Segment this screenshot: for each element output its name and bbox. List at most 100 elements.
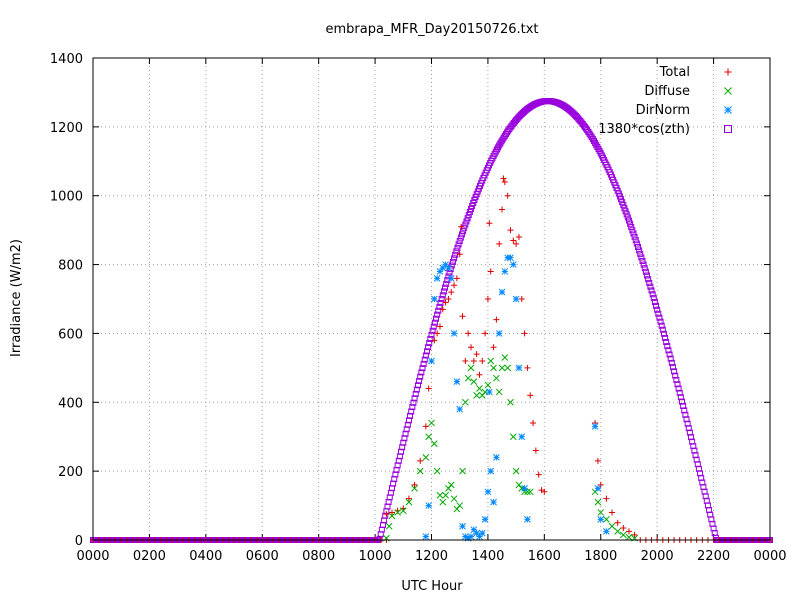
data-point: [385, 522, 393, 530]
data-point: [509, 433, 517, 441]
data-point: [421, 356, 428, 363]
data-point: [639, 257, 646, 264]
data-point: [688, 434, 695, 441]
y-tick-label: 800: [58, 259, 83, 274]
legend-marker: [724, 68, 732, 76]
data-point: [619, 531, 627, 539]
data-point: [467, 533, 475, 540]
data-point: [675, 385, 682, 392]
data-point: [461, 224, 468, 231]
data-point: [625, 533, 633, 541]
data-point: [632, 237, 639, 244]
data-point: [434, 311, 441, 318]
data-point: [665, 347, 672, 354]
legend-label: DirNorm: [636, 103, 690, 118]
x-tick-label: 1800: [584, 549, 617, 564]
data-point: [462, 221, 469, 228]
x-tick-label: 0000: [753, 549, 786, 564]
data-point: [620, 524, 627, 531]
data-point: [430, 440, 438, 447]
y-tick-label: 1000: [50, 190, 83, 205]
data-point: [389, 509, 396, 516]
data-point: [594, 485, 602, 492]
data-point: [436, 268, 444, 275]
data-point: [501, 268, 509, 275]
legend-marker: [724, 106, 732, 114]
data-point: [683, 416, 690, 423]
data-point: [669, 364, 676, 371]
legend-label: Total: [659, 65, 690, 80]
data-point: [647, 283, 654, 290]
data-point: [608, 522, 616, 530]
data-point: [464, 215, 471, 222]
data-point: [609, 509, 616, 516]
data-point: [677, 394, 684, 401]
data-point: [418, 369, 425, 376]
data-point: [666, 351, 673, 358]
data-point: [532, 447, 539, 454]
chart-title: embrapa_MFR_Day20150726.txt: [325, 22, 538, 37]
data-point: [507, 227, 514, 234]
data-point: [668, 359, 675, 366]
x-tick-label: 1600: [528, 549, 561, 564]
data-point: [495, 388, 503, 396]
data-point: [656, 314, 663, 321]
data-point: [524, 364, 531, 371]
data-point: [510, 237, 517, 244]
data-point: [659, 326, 666, 333]
data-point: [487, 467, 495, 475]
data-point: [453, 248, 460, 255]
data-point: [430, 323, 437, 330]
data-point: [649, 291, 656, 298]
data-point: [448, 262, 455, 269]
data-point: [655, 310, 662, 317]
legend-label: Diffuse: [644, 84, 690, 99]
data-point: [422, 423, 429, 430]
data-point: [622, 208, 629, 215]
data-point: [651, 298, 658, 305]
data-point: [438, 296, 445, 303]
data-point: [412, 390, 419, 397]
data-point: [431, 337, 438, 344]
data-point: [447, 274, 455, 282]
data-point: [465, 212, 472, 219]
data-point: [671, 368, 678, 375]
data-point: [462, 357, 469, 364]
data-point: [436, 303, 443, 310]
data-point: [650, 295, 657, 302]
series-1: [383, 354, 638, 542]
data-point: [413, 386, 420, 393]
data-point: [685, 425, 692, 432]
x-tick-label: 0800: [302, 549, 335, 564]
data-point: [724, 68, 732, 76]
data-point: [660, 330, 667, 337]
data-point: [645, 276, 652, 283]
data-point: [663, 339, 670, 346]
data-point: [455, 241, 462, 248]
data-point: [428, 357, 435, 365]
data-point: [458, 231, 465, 238]
data-point: [473, 351, 480, 358]
data-point: [417, 373, 424, 380]
data-point: [486, 220, 493, 227]
data-point: [614, 519, 621, 526]
data-point: [482, 330, 489, 337]
data-point: [404, 421, 411, 428]
legend-marker: [724, 125, 732, 133]
data-point: [681, 407, 688, 414]
data-point: [427, 335, 434, 342]
data-point: [498, 288, 506, 296]
data-point: [409, 404, 416, 411]
data-point: [457, 234, 464, 241]
data-point: [470, 357, 477, 364]
data-point: [458, 223, 465, 230]
data-point: [621, 205, 628, 212]
y-tick-label: 200: [58, 465, 83, 480]
data-point: [442, 491, 449, 499]
x-tick-label: 1200: [415, 549, 448, 564]
data-point: [394, 509, 402, 516]
data-point: [524, 515, 531, 523]
data-point: [449, 258, 456, 265]
data-point: [459, 522, 466, 530]
data-point: [402, 430, 409, 437]
